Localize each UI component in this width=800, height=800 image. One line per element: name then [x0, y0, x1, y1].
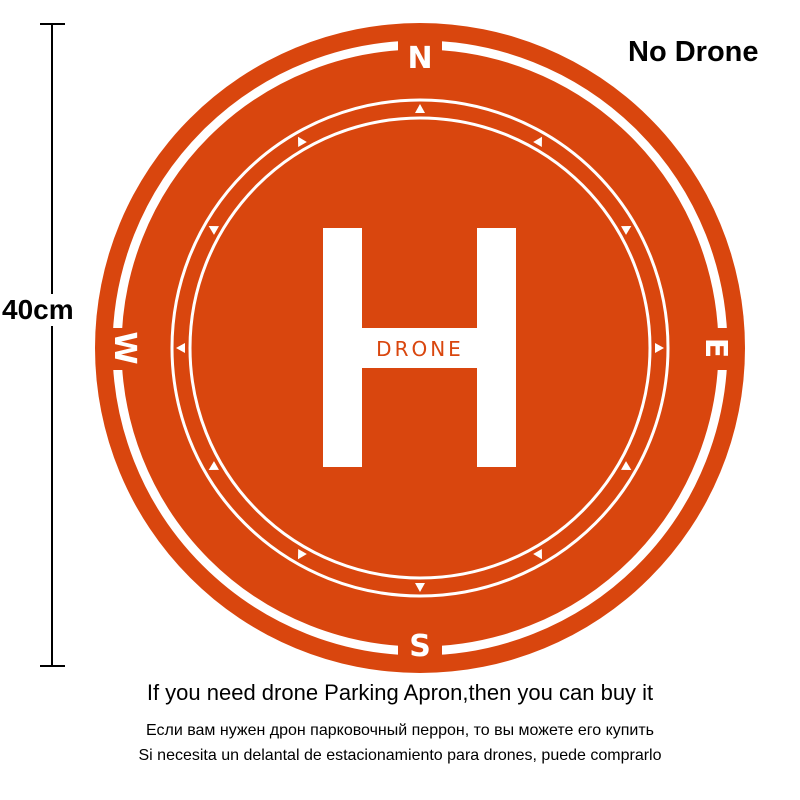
arrow-triangle: [176, 343, 185, 353]
caption-russian: Если вам нужен дрон парковочный перрон, …: [145, 722, 655, 739]
arrow-triangle: [621, 461, 632, 470]
arrow-triangle: [208, 226, 219, 235]
arrow-triangle: [533, 549, 542, 560]
dimension-line: [40, 23, 65, 667]
inner-ring-outer: [170, 98, 670, 598]
arrow-triangle: [298, 549, 307, 560]
h-drone-text: DRONE: [376, 337, 464, 361]
compass-north: N: [407, 41, 432, 76]
title: No Drone: [628, 36, 759, 68]
arrow-triangle: [655, 343, 664, 353]
caption-spanish: Si necesita un delantal de estacionamien…: [138, 747, 662, 764]
arrow-triangle: [415, 583, 425, 592]
caption-english: If you need drone Parking Apron,then you…: [146, 680, 654, 705]
arrow-triangle: [621, 226, 632, 235]
inner-ring-inner: [188, 116, 652, 580]
arrow-triangle: [298, 136, 307, 147]
h-mark: [323, 228, 516, 467]
arrow-triangle: [415, 104, 425, 113]
direction-arrows: [176, 104, 664, 592]
size-label: 40cm: [2, 294, 74, 326]
arrow-triangle: [533, 136, 542, 147]
arrow-triangle: [208, 461, 219, 470]
compass-east: E: [698, 338, 733, 359]
compass-west: W: [107, 331, 142, 364]
compass-south: S: [409, 629, 431, 664]
